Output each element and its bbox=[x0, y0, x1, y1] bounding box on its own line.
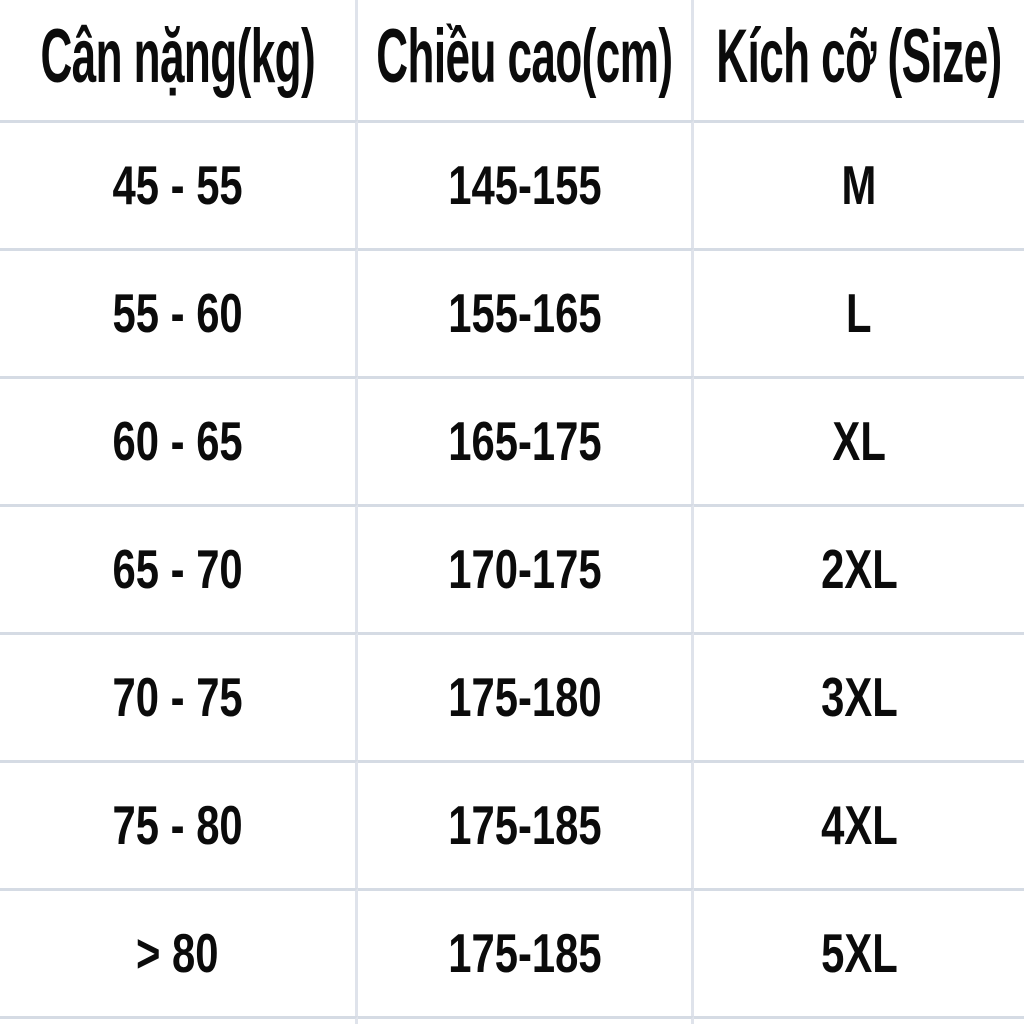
height-value: 145-155 bbox=[447, 154, 602, 216]
size-value: 5XL bbox=[820, 922, 898, 984]
cell-weight: 45 - 55 bbox=[0, 120, 358, 248]
weight-value: 75 - 80 bbox=[112, 794, 243, 856]
height-value: 165-175 bbox=[447, 410, 602, 472]
weight-value: 45 - 55 bbox=[112, 154, 243, 216]
header-label-size: Kích cỡ (Size) bbox=[716, 14, 1002, 99]
size-value: 3XL bbox=[820, 666, 898, 728]
height-value: 155-165 bbox=[447, 282, 602, 344]
cell-height: 165-175 bbox=[358, 376, 694, 504]
partial-cell bbox=[694, 1016, 1024, 1024]
cell-size: XL bbox=[694, 376, 1024, 504]
size-value: 4XL bbox=[820, 794, 898, 856]
cell-height: 175-185 bbox=[358, 888, 694, 1016]
cell-height: 175-180 bbox=[358, 632, 694, 760]
cell-weight: 65 - 70 bbox=[0, 504, 358, 632]
weight-value: 65 - 70 bbox=[112, 538, 243, 600]
cell-weight: 55 - 60 bbox=[0, 248, 358, 376]
cell-size: 3XL bbox=[694, 632, 1024, 760]
cell-weight: 70 - 75 bbox=[0, 632, 358, 760]
partial-cell bbox=[0, 1016, 358, 1024]
header-cell-weight: Cân nặng(kg) bbox=[0, 0, 358, 120]
height-value: 175-185 bbox=[447, 922, 602, 984]
header-cell-height: Chiều cao(cm) bbox=[358, 0, 694, 120]
header-label-height: Chiều cao(cm) bbox=[376, 14, 673, 99]
cell-weight: > 80 bbox=[0, 888, 358, 1016]
height-value: 170-175 bbox=[447, 538, 602, 600]
size-value: 2XL bbox=[820, 538, 898, 600]
weight-value: 55 - 60 bbox=[112, 282, 243, 344]
weight-value: 70 - 75 bbox=[112, 666, 243, 728]
cell-height: 155-165 bbox=[358, 248, 694, 376]
cell-height: 145-155 bbox=[358, 120, 694, 248]
cell-size: L bbox=[694, 248, 1024, 376]
cell-height: 170-175 bbox=[358, 504, 694, 632]
weight-value: 60 - 65 bbox=[112, 410, 243, 472]
size-value: M bbox=[841, 154, 877, 216]
cell-size: 5XL bbox=[694, 888, 1024, 1016]
height-value: 175-180 bbox=[447, 666, 602, 728]
size-value: L bbox=[846, 282, 872, 344]
cell-size: 4XL bbox=[694, 760, 1024, 888]
height-value: 175-185 bbox=[447, 794, 602, 856]
size-value: XL bbox=[832, 410, 886, 472]
weight-value: > 80 bbox=[136, 922, 219, 984]
cell-size: M bbox=[694, 120, 1024, 248]
partial-cell bbox=[358, 1016, 694, 1024]
cell-height: 175-185 bbox=[358, 760, 694, 888]
cell-weight: 60 - 65 bbox=[0, 376, 358, 504]
cell-size: 2XL bbox=[694, 504, 1024, 632]
cell-weight: 75 - 80 bbox=[0, 760, 358, 888]
header-cell-size: Kích cỡ (Size) bbox=[694, 0, 1024, 120]
header-label-weight: Cân nặng(kg) bbox=[40, 14, 315, 99]
